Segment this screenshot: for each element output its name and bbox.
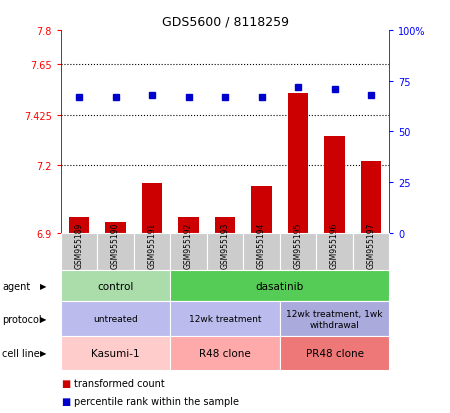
Text: GSM955195: GSM955195 [293,222,302,268]
Bar [324,137,345,233]
Text: agent: agent [2,281,31,291]
Text: GSM955197: GSM955197 [366,222,375,268]
Bar [288,94,308,233]
Bar [215,218,235,233]
Text: ■: ■ [61,378,70,388]
Text: GSM955192: GSM955192 [184,222,193,268]
Bar [361,161,381,233]
Text: GSM955196: GSM955196 [330,222,339,268]
Text: PR48 clone: PR48 clone [306,348,364,358]
Text: GSM955189: GSM955189 [75,222,84,268]
Text: dasatinib: dasatinib [256,281,304,291]
Bar [179,218,198,233]
Text: protocol: protocol [2,314,42,324]
Text: ▶: ▶ [40,315,46,323]
Text: cell line: cell line [2,348,40,358]
Text: percentile rank within the sample: percentile rank within the sample [74,396,239,406]
Text: GSM955190: GSM955190 [111,222,120,268]
Text: transformed count: transformed count [74,378,165,388]
Text: control: control [97,281,134,291]
Title: GDS5600 / 8118259: GDS5600 / 8118259 [162,15,288,28]
Text: GSM955194: GSM955194 [257,222,266,268]
Text: ▶: ▶ [40,349,46,358]
Text: R48 clone: R48 clone [199,348,251,358]
Text: 12wk treatment, 1wk
withdrawal: 12wk treatment, 1wk withdrawal [286,309,383,329]
Text: GSM955193: GSM955193 [220,222,230,268]
Bar [69,218,89,233]
Text: Kasumi-1: Kasumi-1 [91,348,140,358]
Text: untreated: untreated [93,315,138,323]
Text: 12wk treatment: 12wk treatment [189,315,261,323]
Bar [142,184,162,233]
Bar [252,186,271,233]
Bar [105,222,126,233]
Text: ■: ■ [61,396,70,406]
Text: ▶: ▶ [40,282,46,290]
Text: GSM955191: GSM955191 [148,222,157,268]
